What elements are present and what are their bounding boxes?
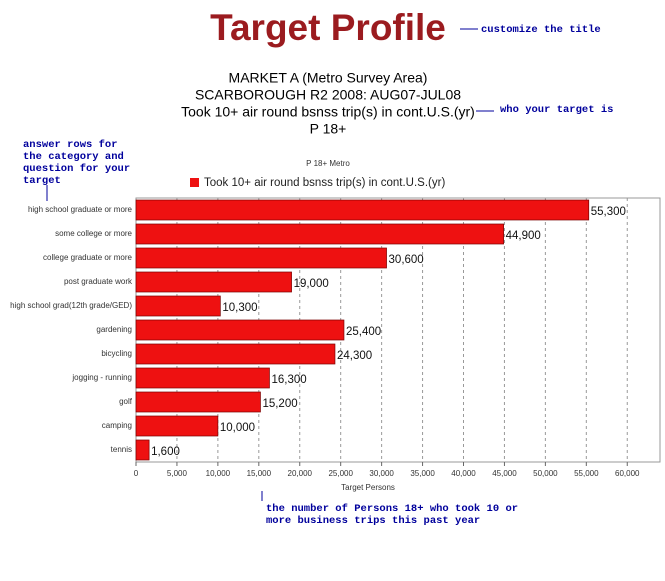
x-tick-label: 20,000 [288,469,313,478]
y-tick-label: camping [102,421,132,430]
y-tick-label: high school graduate or more [28,205,133,214]
x-tick-label: 50,000 [533,469,558,478]
annotation: question for your [23,163,130,175]
x-axis-label: Target Persons [341,483,395,492]
subtitle: SCARBOROUGH R2 2008: AUG07-JUL08 [195,87,461,103]
data-label: 16,300 [271,374,306,386]
data-label: 44,900 [506,230,541,242]
y-tick-label: college graduate or more [43,253,132,262]
annotation: answer rows for [23,139,118,151]
data-label: 1,600 [151,446,180,458]
data-label: 30,600 [389,254,424,266]
x-tick-label: 30,000 [369,469,394,478]
data-label: 25,400 [346,326,381,338]
y-tick-label: golf [119,397,133,406]
bar [135,367,270,389]
bar [135,415,219,437]
bar [135,343,336,365]
bar [135,247,387,269]
legend-swatch [190,178,199,187]
subtitle: Took 10+ air round bsnss trip(s) in cont… [181,104,475,120]
x-tick-label: 5,000 [167,469,188,478]
bar [135,295,221,317]
annotation: customize the title [481,24,601,36]
y-tick-label: some college or more [55,229,132,238]
y-tick-label: post graduate work [64,277,133,286]
data-label: 10,300 [222,302,257,314]
x-tick-label: 40,000 [451,469,476,478]
legend-label: Took 10+ air round bsnss trip(s) in cont… [204,177,445,189]
x-tick-label: 25,000 [328,469,353,478]
x-tick-label: 45,000 [492,469,517,478]
bar [135,439,150,461]
bar [135,223,504,245]
bar [135,319,345,341]
chart-subtitle: P 18+ Metro [306,159,350,168]
data-label: 15,200 [262,398,297,410]
bar [135,391,261,413]
bar [135,271,292,293]
y-tick-label: jogging - running [71,373,132,382]
x-tick-label: 55,000 [574,469,599,478]
y-tick-label: bicycling [101,349,132,358]
x-tick-label: 60,000 [615,469,640,478]
annotation: the number of Persons 18+ who took 10 or [266,503,518,515]
y-tick-label: high school grad(12th grade/GED) [10,301,132,310]
subtitle: P 18+ [310,121,347,137]
data-label: 10,000 [220,422,255,434]
y-tick-label: gardening [96,325,132,334]
data-label: 55,300 [591,206,626,218]
x-tick-label: 10,000 [206,469,231,478]
annotation: who your target is [500,104,613,116]
annotation: target [23,175,61,187]
data-label: 19,000 [294,278,329,290]
annotation: more business trips this past year [266,515,480,527]
bar [135,199,590,221]
x-tick-label: 35,000 [410,469,435,478]
chart-title: Target Profile [210,7,446,48]
subtitle: MARKET A (Metro Survey Area) [229,70,428,86]
annotations: customize the title who your target is a… [23,24,613,527]
data-label: 24,300 [337,350,372,362]
x-tick-label: 0 [134,469,139,478]
x-tick-label: 15,000 [247,469,272,478]
y-tick-label: tennis [111,445,132,454]
annotation: the category and [23,151,124,163]
